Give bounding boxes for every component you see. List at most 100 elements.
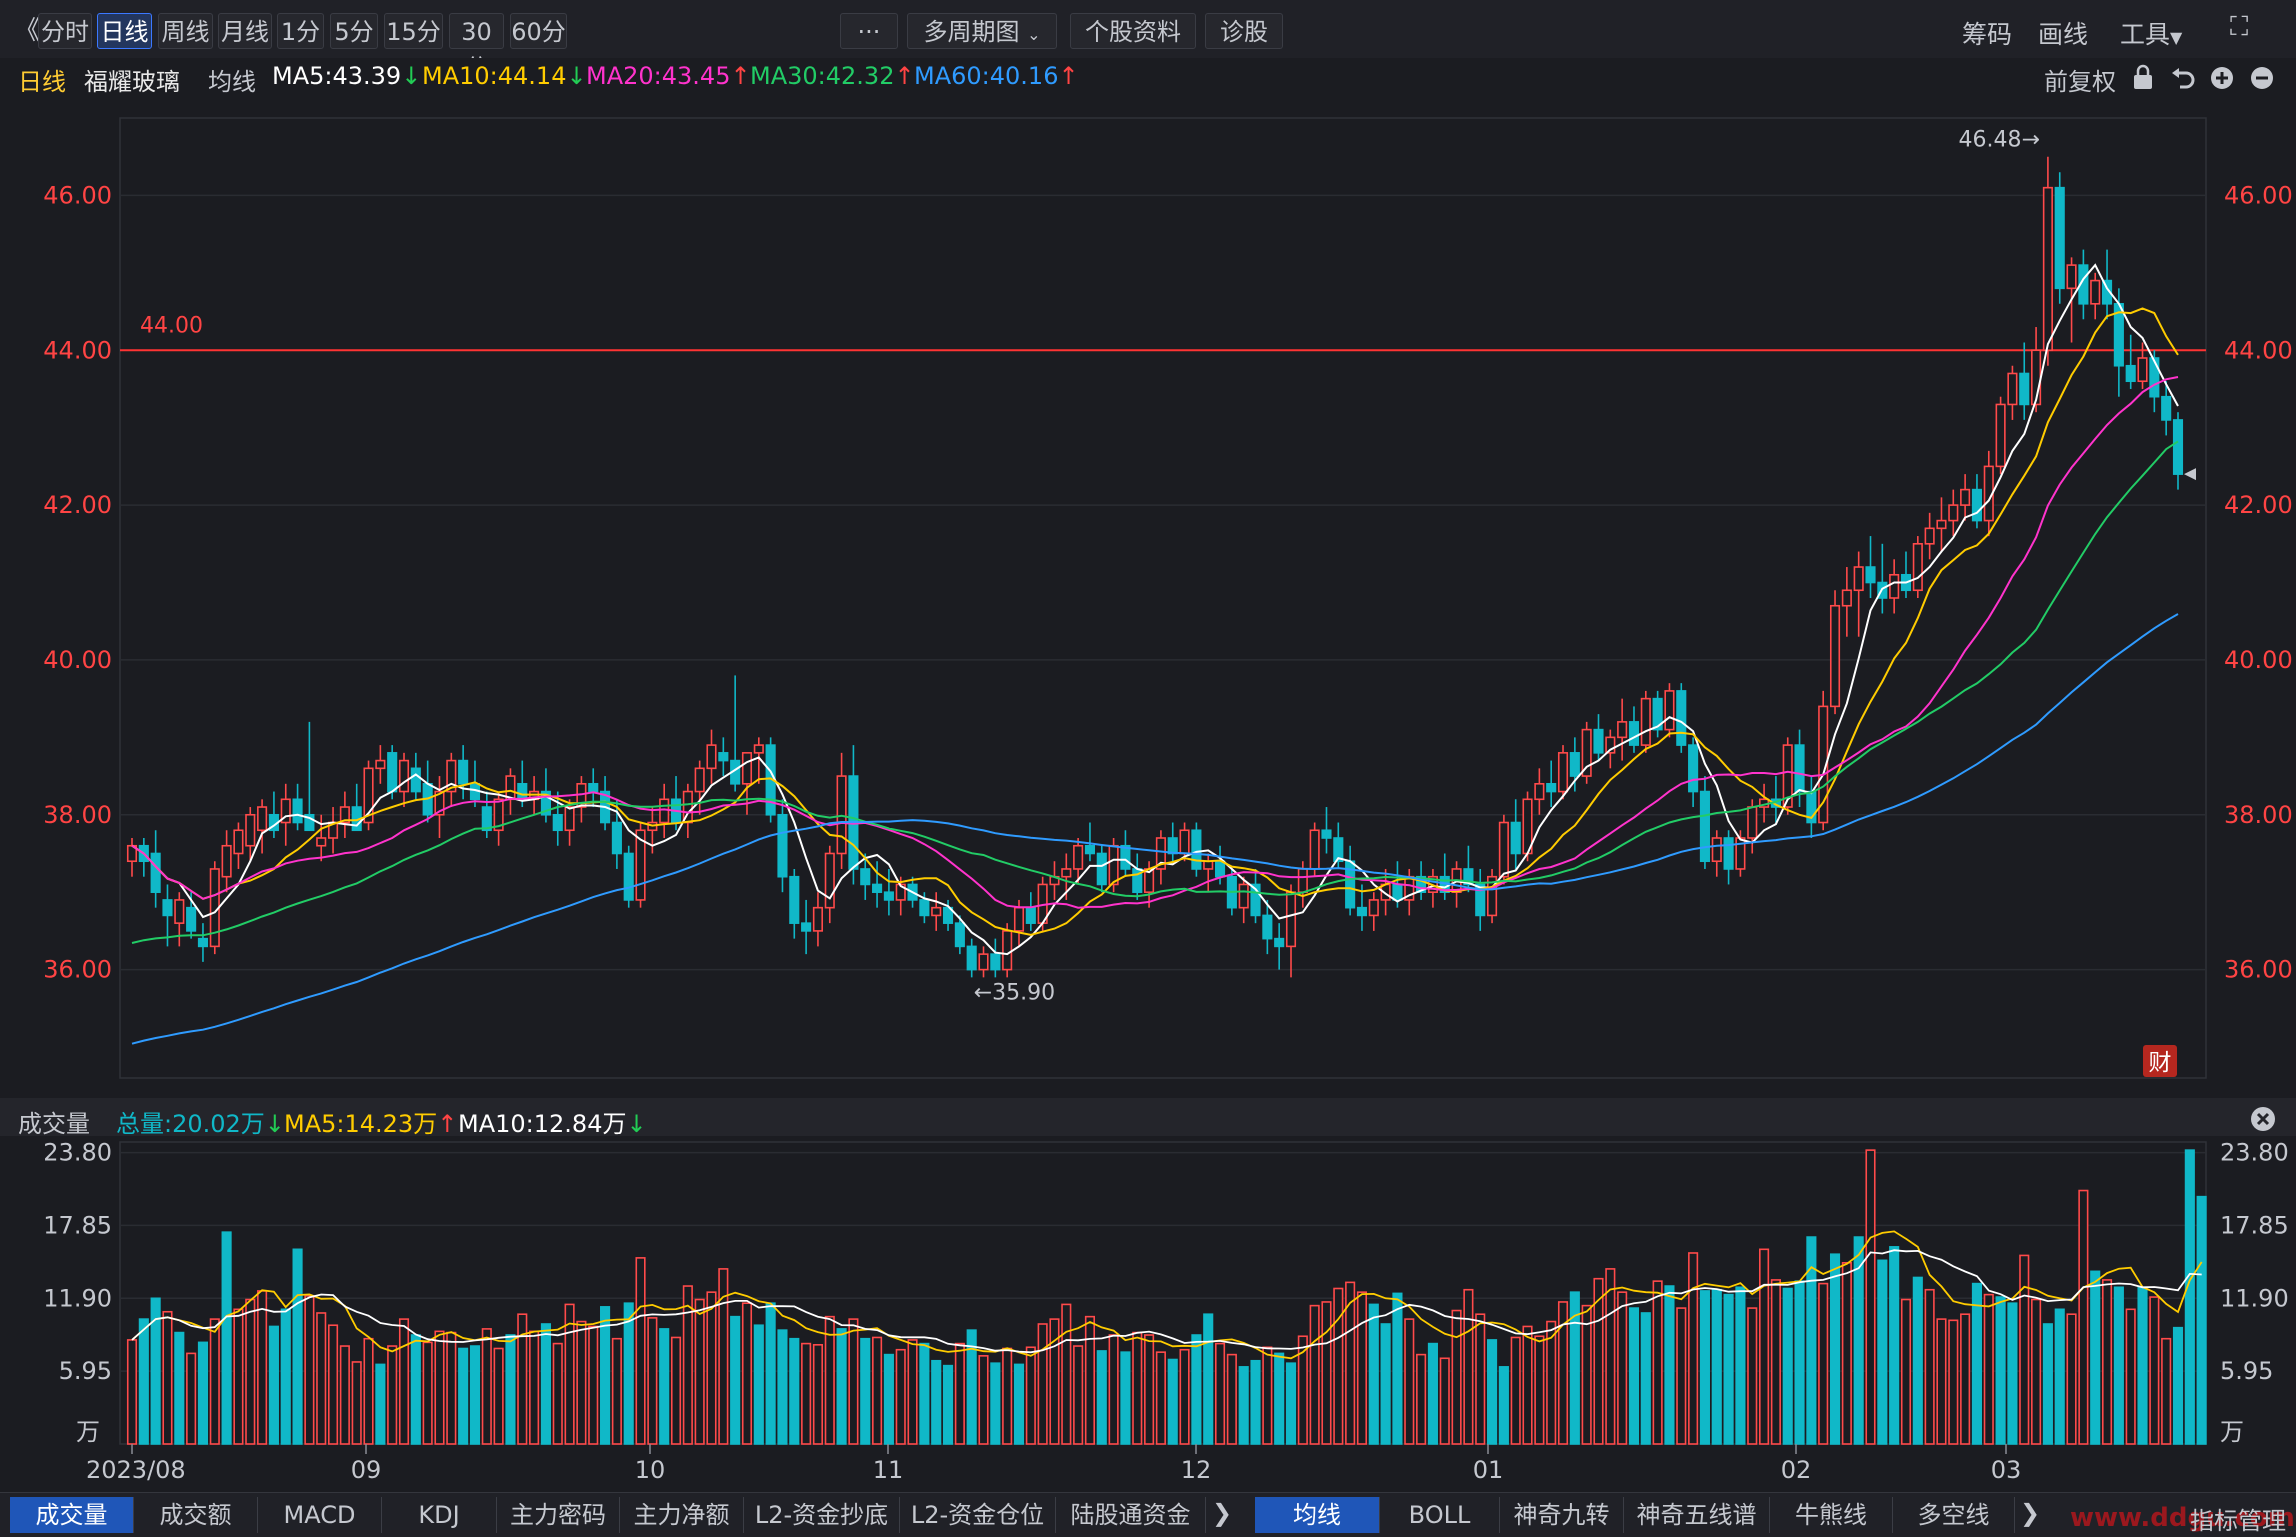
volume-bar-131 [1676,1307,1687,1445]
candle-42 [623,845,634,908]
period-button-5[interactable]: 5分 [330,13,378,49]
candle-121 [1557,745,1569,800]
diagnose-button[interactable]: 诊股 [1205,13,1283,49]
candle-28 [458,745,469,800]
multi-period-button[interactable]: 多周期图 ⌄ [907,13,1057,49]
volume-bar-96 [1262,1346,1273,1445]
candle-172 [2161,381,2172,436]
period-button-3[interactable]: 月线 [218,13,272,49]
indicator-tab-3[interactable]: KDJ [382,1497,497,1533]
ma20-line [131,376,2179,909]
candlestick-chart[interactable]: 46.00 44.00 42.00 40.00 38.00 36.00 46.00 44.0… [0,98,2296,1098]
volume-bar-10 [245,1298,256,1445]
lock-icon[interactable] [2134,64,2152,89]
double-left-chevron-icon[interactable]: 《 [14,16,41,46]
indicator-tab-1[interactable]: 成交额 [134,1497,258,1533]
more-periods-button[interactable]: ··· [840,13,898,49]
chips-button[interactable]: 筹码 [1962,20,2013,49]
volume-bar-113 [1463,1288,1474,1445]
fullscreen-icon[interactable]: ⛶ [2230,12,2249,42]
indicator-tab-2[interactable]: MACD [258,1497,382,1533]
undo-icon[interactable] [2172,68,2195,89]
volume-title[interactable]: 成交量 [18,1110,90,1138]
tools-label: 工具 [2120,20,2171,49]
volume-total: 总量:20.02万↓ [116,1110,285,1138]
volume-bar-11 [257,1290,268,1445]
volume-bar-61 [848,1318,859,1445]
candle-85 [1132,853,1143,900]
chevron-right-icon[interactable]: ❯ [1212,1499,1233,1527]
volume-bar-171 [2149,1296,2160,1445]
volume-chart[interactable]: 23.80 17.85 11.90 5.95 万 23.80 17.85 11.90 5.95… [0,1136,2296,1492]
volume-bar-158 [1995,1296,2006,1445]
volume-bar-172 [2161,1337,2172,1445]
volume-bar-44 [647,1317,658,1445]
volume-bar-94 [1238,1366,1249,1445]
indicator-manage-button[interactable]: 指标管理 [2190,1507,2286,1535]
chart-controls [2134,64,2273,89]
volume-bar-100 [1309,1304,1320,1445]
finance-badge[interactable]: 财 [2143,1045,2177,1077]
ma20-value: MA20:43.45↑ [586,62,751,90]
period-button-7[interactable]: 30分 [449,13,504,82]
price-tick-left-0: 46.00 [43,181,112,209]
volume-bar-115 [1487,1339,1498,1445]
overlay-tab-2[interactable]: 神奇九转 [1500,1497,1624,1533]
last-price-marker [2184,468,2196,481]
tools-button[interactable]: 工具▼ [2120,15,2182,51]
volume-bar-154 [1948,1319,1959,1445]
candle-18 [339,791,350,838]
overlay-tab-3[interactable]: 神奇五线谱 [1624,1497,1770,1533]
ma-label[interactable]: 均线 [208,68,256,96]
candle-12 [268,791,279,838]
candle-152 [1924,512,1935,560]
volume-bar-46 [670,1336,682,1445]
volume-bar-124 [1593,1277,1604,1445]
candle-80 [1073,838,1084,885]
period-button-8[interactable]: 60分 [510,13,567,49]
volume-bar-108 [1404,1318,1415,1445]
indicator-tab-4[interactable]: 主力密码 [497,1497,620,1533]
volume-bar-77 [1037,1323,1048,1445]
indicator-tab-8[interactable]: 陆股通资金 [1056,1497,1206,1533]
volume-bar-166 [2090,1270,2101,1445]
volume-bar-20 [363,1337,374,1445]
zoom-in-icon[interactable] [2211,67,2233,89]
period-button-2[interactable]: 周线 [158,13,213,49]
candle-84 [1120,830,1131,877]
candle-11 [257,799,268,854]
volume-bar-32 [505,1334,516,1445]
close-icon[interactable] [2250,1106,2276,1132]
volume-bar-161 [2031,1298,2042,1445]
date-tick-5: 01 [1473,1456,1504,1484]
overlay-tab-1[interactable]: BOLL [1380,1497,1500,1533]
period-button-4[interactable]: 1分 [277,13,324,49]
stock-info-button[interactable]: 个股资料 [1070,13,1196,49]
overlay-tab-0[interactable]: 均线 [1255,1497,1380,1533]
adjust-button[interactable]: 前复权 [2044,68,2116,96]
period-button-1[interactable]: 日线 [97,13,152,49]
chevron-right-icon-2[interactable]: ❯ [2020,1499,2041,1527]
price-axis-left: 46.00 44.00 42.00 40.00 38.00 36.00 [43,181,112,983]
volume-bar-117 [1510,1336,1521,1445]
indicator-tab-7[interactable]: L2-资金仓位 [900,1497,1056,1533]
volume-bar-170 [2137,1286,2148,1445]
period-button-0[interactable]: 分时 [38,13,92,49]
price-tick-left-2: 42.00 [43,491,112,519]
volume-bar-174 [2184,1149,2195,1445]
overlay-tab-4[interactable]: 牛熊线 [1770,1497,1893,1533]
indicator-tab-5[interactable]: 主力净额 [620,1497,744,1533]
candle-144 [1829,590,1841,715]
overlay-tab-5[interactable]: 多空线 [1893,1497,2015,1533]
candle-57 [801,899,812,955]
volume-bar-15 [304,1295,315,1445]
indicator-tab-6[interactable]: L2-资金抄底 [744,1497,900,1533]
zoom-out-icon[interactable] [2251,67,2273,89]
period-button-6[interactable]: 15分 [384,13,443,49]
candle-23 [398,752,410,808]
indicator-tab-0[interactable]: 成交量 [10,1497,134,1533]
draw-line-button[interactable]: 画线 [2038,20,2089,49]
candle-133 [1699,776,1710,869]
top-toolbar: 《 分时日线周线月线1分5分15分30分60分 ··· 多周期图 ⌄ 个股资料 … [0,0,2296,82]
volume-bar-134 [1711,1288,1722,1445]
